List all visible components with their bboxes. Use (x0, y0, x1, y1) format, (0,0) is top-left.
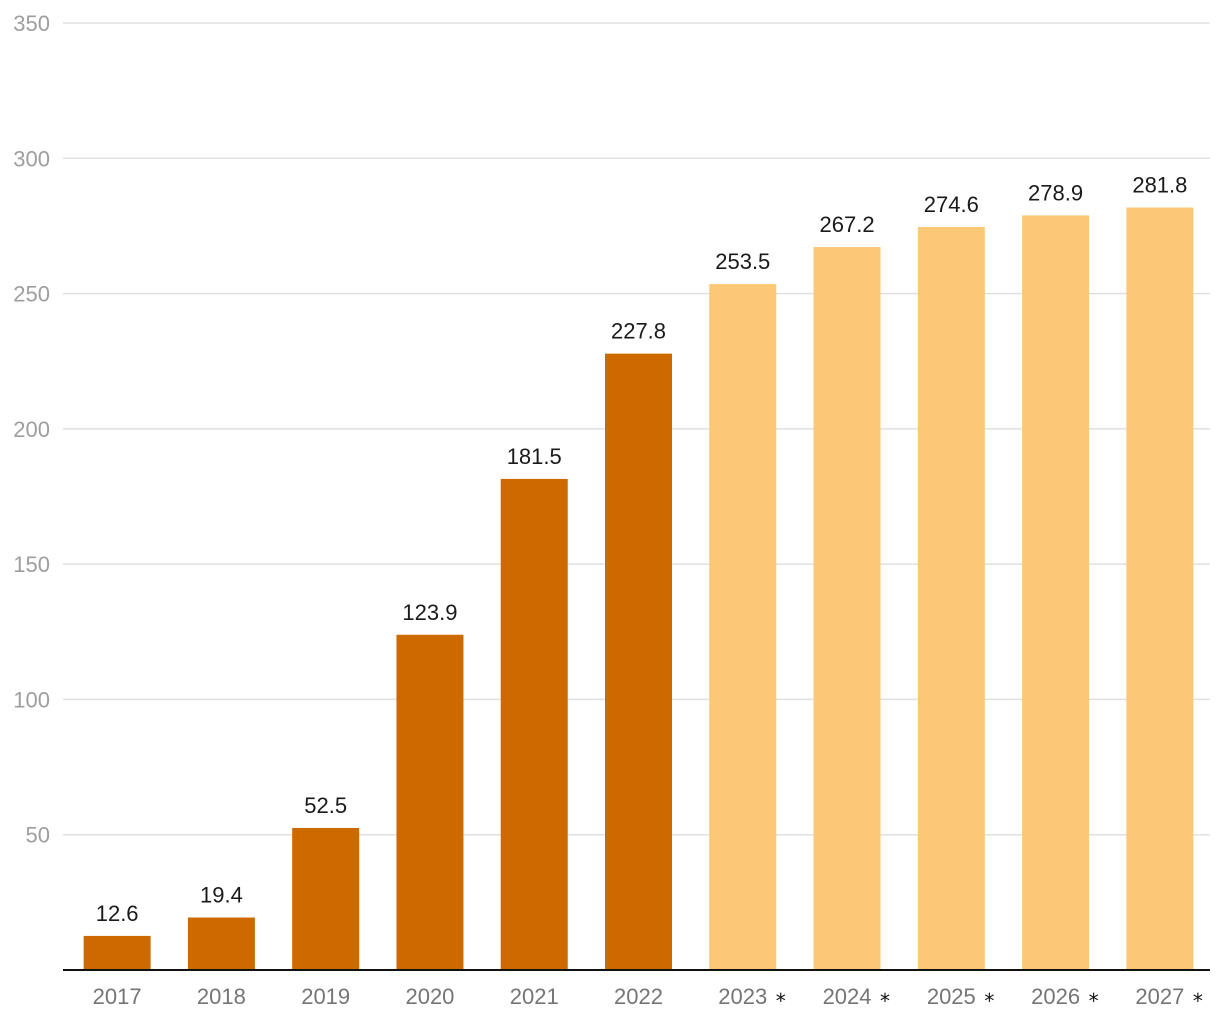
forecast-asterisk: * (1089, 989, 1099, 1013)
bar-2022 (605, 353, 672, 970)
forecast-asterisk: * (1193, 989, 1203, 1013)
data-label-2017: 12.6 (96, 901, 139, 926)
data-labels: 12.6 19.4 52.5 123.9 181.5 227.8 253.5 267.2 274… (96, 173, 1188, 926)
y-tick-label: 100 (13, 687, 50, 712)
x-tick-label-2027: 2027 (1135, 984, 1184, 1009)
bars (83, 207, 1194, 970)
x-tick-label-2019: 2019 (301, 984, 350, 1009)
x-tick-label-2018: 2018 (197, 984, 246, 1009)
y-tick-label: 200 (13, 417, 50, 442)
y-tick-label: 350 (13, 11, 50, 36)
bar-2025 (917, 227, 985, 970)
forecast-asterisk: * (776, 989, 786, 1013)
bar-2017 (83, 935, 151, 970)
y-tick-label: 50 (26, 823, 50, 848)
x-tick-label-2022: 2022 (614, 984, 663, 1009)
y-tick-label: 300 (13, 146, 50, 171)
data-label-2025: 274.6 (924, 192, 979, 217)
bar-2019 (292, 827, 360, 970)
x-tick-label-2023: 2023 (718, 984, 767, 1009)
x-tick-label-2017: 2017 (93, 984, 142, 1009)
y-tick-label: 250 (13, 282, 50, 307)
axes: 50 100 150 200 250 300 350 2017 2018 2019 2020 2021… (13, 11, 1210, 1013)
bar-2018 (187, 917, 255, 970)
data-label-2018: 19.4 (200, 883, 243, 908)
x-tick-label-2025: 2025 (927, 984, 976, 1009)
forecast-asterisk: * (984, 989, 994, 1013)
data-label-2019: 52.5 (304, 793, 347, 818)
y-tick-label: 150 (13, 552, 50, 577)
x-tick-label-2024: 2024 (823, 984, 872, 1009)
bar-2027 (1126, 207, 1194, 970)
bar-2024 (813, 247, 881, 970)
x-tick-label-2020: 2020 (405, 984, 454, 1009)
bar-2020 (396, 634, 464, 970)
data-label-2024: 267.2 (820, 212, 875, 237)
data-label-2020: 123.9 (402, 600, 457, 625)
forecast-asterisk: * (880, 989, 890, 1013)
x-tick-label-2021: 2021 (510, 984, 559, 1009)
data-label-2022: 227.8 (611, 319, 666, 344)
bar-2021 (500, 478, 568, 970)
data-label-2023: 253.5 (715, 249, 770, 274)
bar-2026 (1022, 215, 1090, 970)
bar-2023 (709, 284, 777, 970)
data-label-2021: 181.5 (507, 444, 562, 469)
data-label-2027: 281.8 (1132, 173, 1187, 198)
data-label-2026: 278.9 (1028, 180, 1083, 205)
x-tick-label-2026: 2026 (1031, 984, 1080, 1009)
